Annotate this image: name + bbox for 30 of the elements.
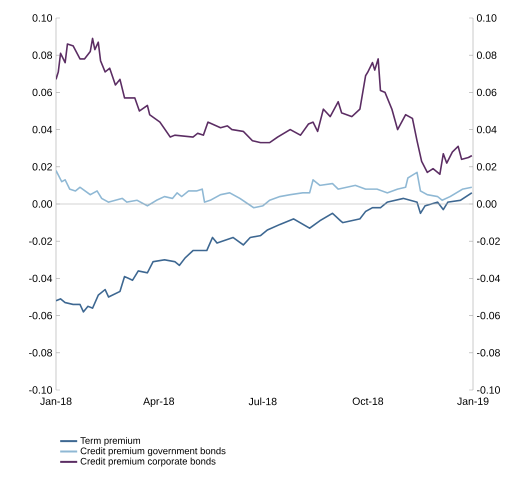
- x-tick-label: Apr-18: [143, 398, 174, 407]
- y-tick-label: -0.10: [477, 386, 500, 394]
- y2-tick-label: 0.08: [32, 52, 52, 59]
- y-tick-label: 0.04: [476, 126, 497, 134]
- y-tick-label: 0.02: [476, 163, 496, 171]
- y2-tick-label: 0.04: [32, 126, 52, 134]
- x-tick-label: Jan-19: [457, 398, 488, 405]
- y2-tick-label: 0.06: [32, 88, 52, 96]
- x-tick-label: Oct-18: [352, 398, 384, 405]
- y2-tick-label: 0.02: [32, 163, 52, 171]
- y2-tick-label: -0.04: [29, 274, 52, 282]
- x-tick-label: Jul-18: [248, 398, 277, 406]
- y-tick-label: 0.00: [476, 200, 496, 208]
- legend-label: Term premium: [80, 436, 140, 446]
- y-tick-label: -0.02: [477, 238, 500, 245]
- y2-tick-label: -0.02: [29, 238, 52, 245]
- y-tick-label: 0.10: [476, 14, 496, 22]
- y2-tick-label: 0.00: [32, 200, 52, 208]
- y2-tick-label: 0.10: [32, 14, 52, 22]
- y2-tick-label: -0.06: [29, 312, 52, 320]
- y-tick-label: 0.08: [476, 52, 496, 59]
- y2-tick-label: -0.08: [29, 349, 52, 357]
- y-tick-label: -0.06: [477, 312, 500, 320]
- legend-label: Credit premium corporate bonds: [80, 458, 216, 466]
- legend-label: Credit premium government bonds: [80, 447, 226, 456]
- x-tick-label: Jan-18: [40, 398, 72, 405]
- y-tick-label: -0.04: [477, 274, 500, 282]
- y-tick-label: -0.08: [477, 349, 500, 357]
- y-tick-label: 0.06: [476, 88, 496, 96]
- y2-tick-label: -0.10: [29, 386, 52, 394]
